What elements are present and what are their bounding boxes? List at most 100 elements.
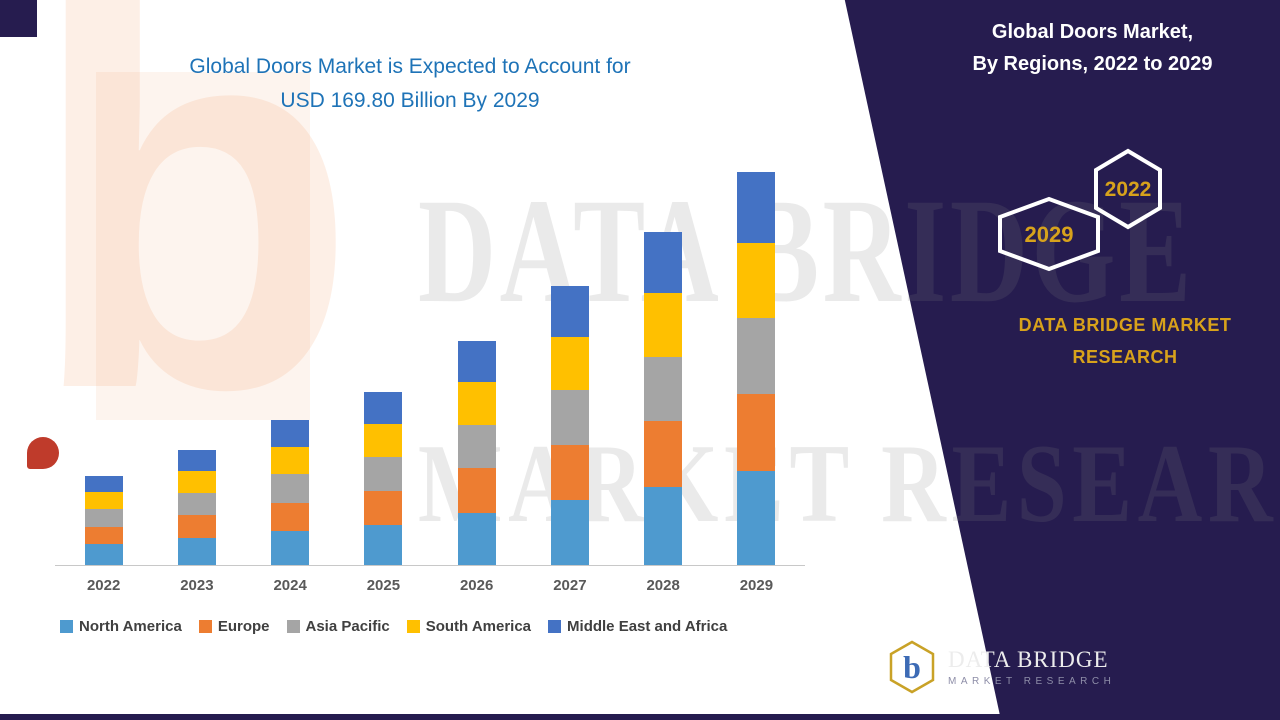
segment-2024-europe [271, 502, 310, 532]
segment-2027-south-america [550, 336, 589, 391]
segment-2029-north-america [737, 470, 776, 565]
logo-watermark-block [96, 72, 310, 420]
brand-line2: RESEARCH [1072, 346, 1178, 367]
segment-2026-north-america [457, 512, 496, 565]
segment-2026-europe [457, 468, 496, 513]
footer-logo-text: DATA BRIDGE MARKET RESEARCH [948, 647, 1115, 687]
legend-label: North America [79, 618, 182, 635]
segment-2028-north-america [644, 487, 683, 565]
watermark-text-line1: DATA BRIDGE [418, 168, 1195, 334]
segment-2024-north-america [271, 531, 310, 565]
segment-2028-asia-pacific [644, 356, 683, 422]
hexagon-outline-icon [1094, 148, 1162, 230]
footer-logo-name: DATA BRIDGE [948, 647, 1109, 672]
segment-2024-south-america [271, 446, 310, 475]
bar-2023 [177, 449, 216, 565]
legend-label: Asia Pacific [305, 618, 390, 635]
chart-title-line2: USD 169.80 Billion By 2029 [280, 88, 540, 112]
legend-label: Middle East and Africa [567, 618, 728, 635]
segment-2028-middle-east-and-africa [644, 231, 683, 293]
x-label-2022: 2022 [86, 577, 121, 594]
segment-2029-europe [737, 393, 776, 471]
legend-label: Europe [217, 618, 270, 635]
segment-2027-europe [550, 444, 589, 500]
segment-2025-europe [364, 490, 403, 525]
panel-heading: Global Doors Market, By Regions, 2022 to… [920, 16, 1265, 80]
x-label-2025: 2025 [366, 577, 401, 594]
segment-2027-north-america [550, 499, 589, 565]
segment-2023-south-america [177, 470, 216, 493]
legend-label: South America [425, 618, 532, 635]
segment-2029-middle-east-and-africa [737, 171, 776, 243]
chart-title: Global Doors Market is Expected to Accou… [120, 50, 700, 117]
legend-item-europe: Europe [198, 618, 270, 635]
legend-swatch-icon [286, 620, 300, 633]
legend-item-south-america: South America [406, 618, 532, 635]
legend-swatch-icon [406, 620, 420, 633]
bar-2024 [271, 420, 310, 565]
segment-2022-europe [84, 526, 123, 545]
segment-2022-south-america [84, 492, 123, 510]
badge-2022-label: 2022 [1105, 178, 1152, 201]
footer-logo-sub: MARKET RESEARCH [948, 676, 1116, 687]
chart-title-line1: Global Doors Market is Expected to Accou… [189, 55, 631, 78]
bar-2026 [457, 340, 496, 565]
footer-logo: b DATA BRIDGE MARKET RESEARCH [888, 640, 1115, 694]
logo-watermark-letter: b [28, 0, 358, 501]
segment-2023-asia-pacific [177, 492, 216, 516]
x-label-2023: 2023 [180, 577, 214, 594]
segment-2023-north-america [177, 538, 216, 565]
segment-2026-south-america [457, 381, 496, 425]
segment-2023-europe [177, 515, 216, 539]
x-axis-labels: 2022 2023 2024 2025 2026 2027 2028 2029 [57, 577, 803, 599]
segment-2028-south-america [644, 292, 683, 357]
segment-2029-asia-pacific [737, 317, 776, 394]
logo-letter: b [903, 649, 921, 685]
logo-hexagon-icon: b [889, 640, 935, 694]
bottom-accent-strip [0, 714, 1280, 720]
panel-heading-line2: By Regions, 2022 to 2029 [972, 53, 1213, 75]
legend-item-middle-east-and-africa: Middle East and Africa [548, 618, 727, 635]
corner-accent [0, 0, 37, 37]
segment-2022-asia-pacific [84, 509, 123, 527]
segment-2029-south-america [737, 242, 776, 318]
logo-watermark-dot [27, 437, 59, 469]
segment-2025-middle-east-and-africa [364, 392, 403, 424]
legend-item-north-america: North America [60, 618, 182, 635]
segment-2027-middle-east-and-africa [550, 285, 589, 337]
hexagon-outline-icon [998, 196, 1100, 272]
bar-2027 [550, 285, 589, 565]
bar-2022 [84, 475, 123, 565]
legend-swatch-icon [548, 620, 562, 633]
segment-2028-europe [644, 421, 683, 488]
brand-text: DATA BRIDGE MARKET RESEARCH [975, 310, 1275, 373]
segment-2022-middle-east-and-africa [84, 475, 123, 493]
bar-2029 [737, 171, 776, 565]
x-label-2026: 2026 [459, 577, 494, 594]
segment-2022-north-america [84, 544, 123, 565]
bar-2025 [364, 392, 403, 565]
x-label-2029: 2029 [739, 577, 774, 594]
segment-2025-asia-pacific [364, 457, 403, 491]
segment-2024-middle-east-and-africa [271, 420, 310, 447]
segment-2027-asia-pacific [550, 390, 589, 445]
badge-2022: 2022 [1094, 148, 1162, 230]
segment-2026-middle-east-and-africa [457, 340, 496, 382]
x-label-2028: 2028 [646, 577, 680, 594]
segment-2025-south-america [364, 423, 403, 458]
brand-line1: DATA BRIDGE MARKET [1018, 315, 1232, 335]
plot-area [57, 148, 803, 565]
x-label-2027: 2027 [553, 577, 587, 594]
segment-2024-asia-pacific [271, 474, 310, 503]
badge-2029: 2029 [998, 196, 1100, 272]
panel-heading-line1: Global Doors Market, [991, 21, 1194, 43]
legend-swatch-icon [198, 620, 212, 633]
legend-item-asia-pacific: Asia Pacific [286, 618, 390, 635]
segment-2023-middle-east-and-africa [177, 449, 216, 471]
chart-legend: North America Europe Asia Pacific South Ame… [60, 618, 727, 635]
x-axis-line [55, 565, 805, 566]
x-label-2024: 2024 [273, 577, 307, 594]
segment-2025-north-america [364, 524, 403, 565]
legend-swatch-icon [60, 620, 73, 633]
